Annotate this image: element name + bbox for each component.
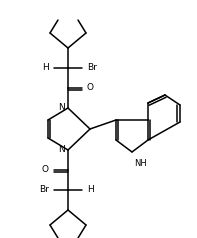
Text: O: O [87,84,94,93]
Text: H: H [87,185,94,194]
Text: O: O [42,165,49,174]
Text: NH: NH [134,159,147,168]
Text: Br: Br [39,185,49,194]
Text: N: N [58,104,65,113]
Text: H: H [42,64,49,73]
Text: N: N [58,145,65,154]
Text: Br: Br [87,64,97,73]
